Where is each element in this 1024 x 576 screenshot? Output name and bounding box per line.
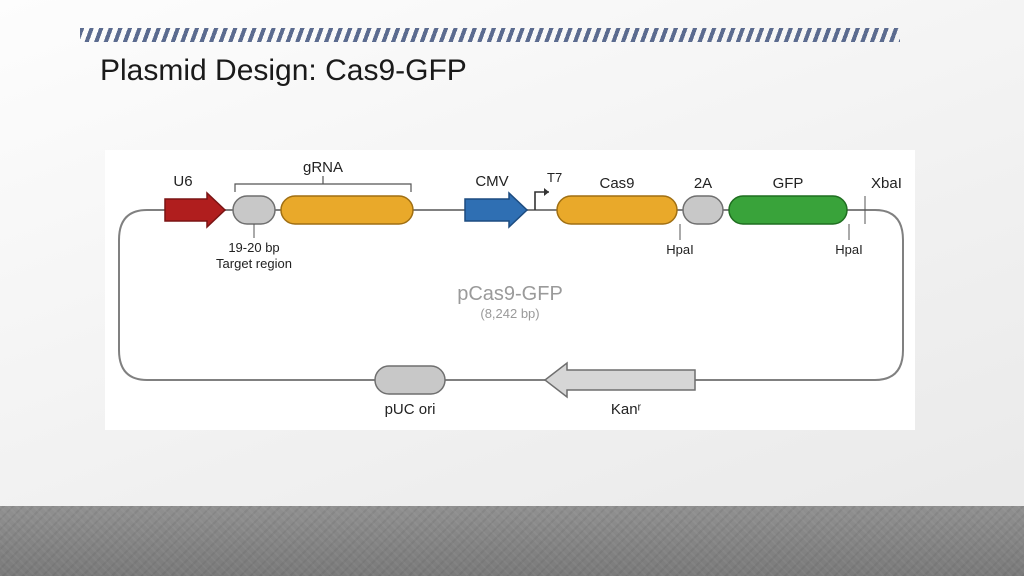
- label-hpal-2: HpaI: [835, 242, 862, 257]
- label-kan: Kanʳ: [611, 401, 642, 418]
- label-target-bp: 19-20 bp: [228, 240, 279, 255]
- grna-bracket: [235, 176, 411, 192]
- kan-resistance-arrow: [545, 363, 695, 397]
- label-cmv: CMV: [475, 173, 508, 190]
- t7-arrowhead: [544, 188, 549, 196]
- label-u6: U6: [173, 173, 192, 190]
- u6-promoter-arrow: [165, 193, 225, 227]
- label-plasmid-name: pCas9-GFP: [457, 283, 563, 305]
- t7-arrow: [535, 192, 549, 210]
- label-2a: 2A: [694, 175, 712, 192]
- grna-pill: [281, 196, 413, 224]
- label-gfp: GFP: [773, 175, 804, 192]
- plasmid-diagram: U6 gRNA 19-20 bpTarget region CMV T7 Cas9 2A GF…: [105, 150, 915, 430]
- label-grna: gRNA: [303, 159, 343, 176]
- slide-title: Plasmid Design: Cas9-GFP: [100, 54, 467, 88]
- puc-ori-pill: [375, 366, 445, 394]
- gfp-pill: [729, 196, 847, 224]
- slide: Plasmid Design: Cas9-GFP U6gRNA19-20 bpT…: [0, 0, 1024, 576]
- label-xbal: XbaI: [871, 175, 902, 192]
- cas9-pill: [557, 196, 677, 224]
- label-target-region: Target region: [216, 256, 292, 271]
- label-cas9: Cas9: [599, 175, 634, 192]
- target-region-pill: [233, 196, 275, 224]
- cmv-promoter-arrow: [465, 193, 527, 227]
- label-t7: T7: [547, 170, 562, 185]
- header-hatch: [80, 28, 900, 42]
- label-plasmid-size: (8,242 bp): [480, 306, 539, 321]
- floor-texture: [0, 506, 1024, 576]
- label-puc: pUC ori: [385, 401, 436, 418]
- two-a-pill: [683, 196, 723, 224]
- label-hpal-1: HpaI: [666, 242, 693, 257]
